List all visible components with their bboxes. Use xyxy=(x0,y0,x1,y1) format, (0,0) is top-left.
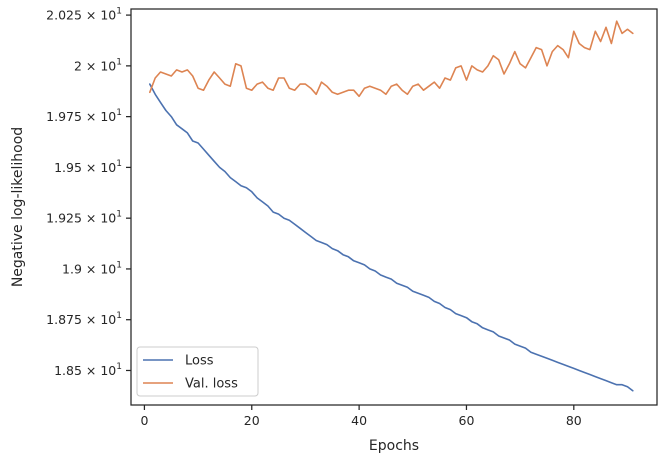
y-tick-exponent: 1 xyxy=(116,311,122,321)
y-tick-mantissa: 2 xyxy=(74,58,82,73)
y-tick-label: 1.85 × 101 xyxy=(54,362,122,378)
y-tick-label: 1.9 × 101 xyxy=(62,260,122,276)
legend-label-loss: Loss xyxy=(185,354,214,369)
y-tick-base: 10 xyxy=(100,160,116,175)
y-tick-times: × xyxy=(82,363,100,378)
legend: Loss Val. loss xyxy=(136,346,259,397)
y-tick-exponent: 1 xyxy=(116,57,122,67)
y-tick-times: × xyxy=(82,109,100,124)
y-tick-base: 10 xyxy=(100,8,116,23)
x-tick-label: 40 xyxy=(351,413,367,428)
y-tick-times: × xyxy=(82,58,100,73)
y-tick-exponent: 1 xyxy=(116,260,122,270)
y-tick-mantissa: 1.85 xyxy=(54,363,82,378)
y-tick-exponent: 1 xyxy=(116,7,122,17)
y-tick-mantissa: 1.975 xyxy=(46,109,82,124)
y-tick-exponent: 1 xyxy=(116,210,122,220)
y-tick-times: × xyxy=(82,211,100,226)
y-tick-mantissa: 1.9 xyxy=(62,261,82,276)
series-line-val-loss xyxy=(149,20,634,98)
plot-layer xyxy=(149,20,634,392)
y-tick-times: × xyxy=(82,312,100,327)
axes-frame xyxy=(130,8,658,406)
y-tick-mantissa: 1.95 xyxy=(54,160,82,175)
y-tick-base: 10 xyxy=(100,109,116,124)
y-tick-exponent: 1 xyxy=(116,108,122,118)
legend-label-val-loss: Val. loss xyxy=(185,377,238,392)
y-tick-label: 2 × 101 xyxy=(74,57,122,73)
y-tick-label: 1.95 × 101 xyxy=(54,159,122,175)
y-tick-mantissa: 1.875 xyxy=(46,312,82,327)
y-tick-base: 10 xyxy=(100,58,116,73)
y-tick-base: 10 xyxy=(100,211,116,226)
x-tick-label: 20 xyxy=(244,413,260,428)
y-tick-times: × xyxy=(82,8,100,23)
y-tick-label: 2.025 × 101 xyxy=(46,7,122,23)
y-tick-exponent: 1 xyxy=(116,362,122,372)
series-line-loss xyxy=(149,83,634,392)
x-tick-label: 80 xyxy=(566,413,582,428)
y-tick-label: 1.975 × 101 xyxy=(46,108,122,124)
y-tick-times: × xyxy=(82,261,100,276)
y-tick-times: × xyxy=(82,160,100,175)
x-tick-label: 0 xyxy=(140,413,148,428)
y-tick-mantissa: 2.025 xyxy=(46,8,82,23)
x-tick-label: 60 xyxy=(459,413,475,428)
y-tick-base: 10 xyxy=(100,312,116,327)
y-tick-mantissa: 1.925 xyxy=(46,211,82,226)
y-tick-base: 10 xyxy=(100,363,116,378)
x-axis-label: Epochs xyxy=(369,438,419,454)
y-axis-label: Negative log-likelihood xyxy=(10,127,26,287)
y-tick-label: 1.875 × 101 xyxy=(46,311,122,327)
y-tick-exponent: 1 xyxy=(116,159,122,169)
y-tick-label: 1.925 × 101 xyxy=(46,210,122,226)
y-tick-base: 10 xyxy=(100,261,116,276)
